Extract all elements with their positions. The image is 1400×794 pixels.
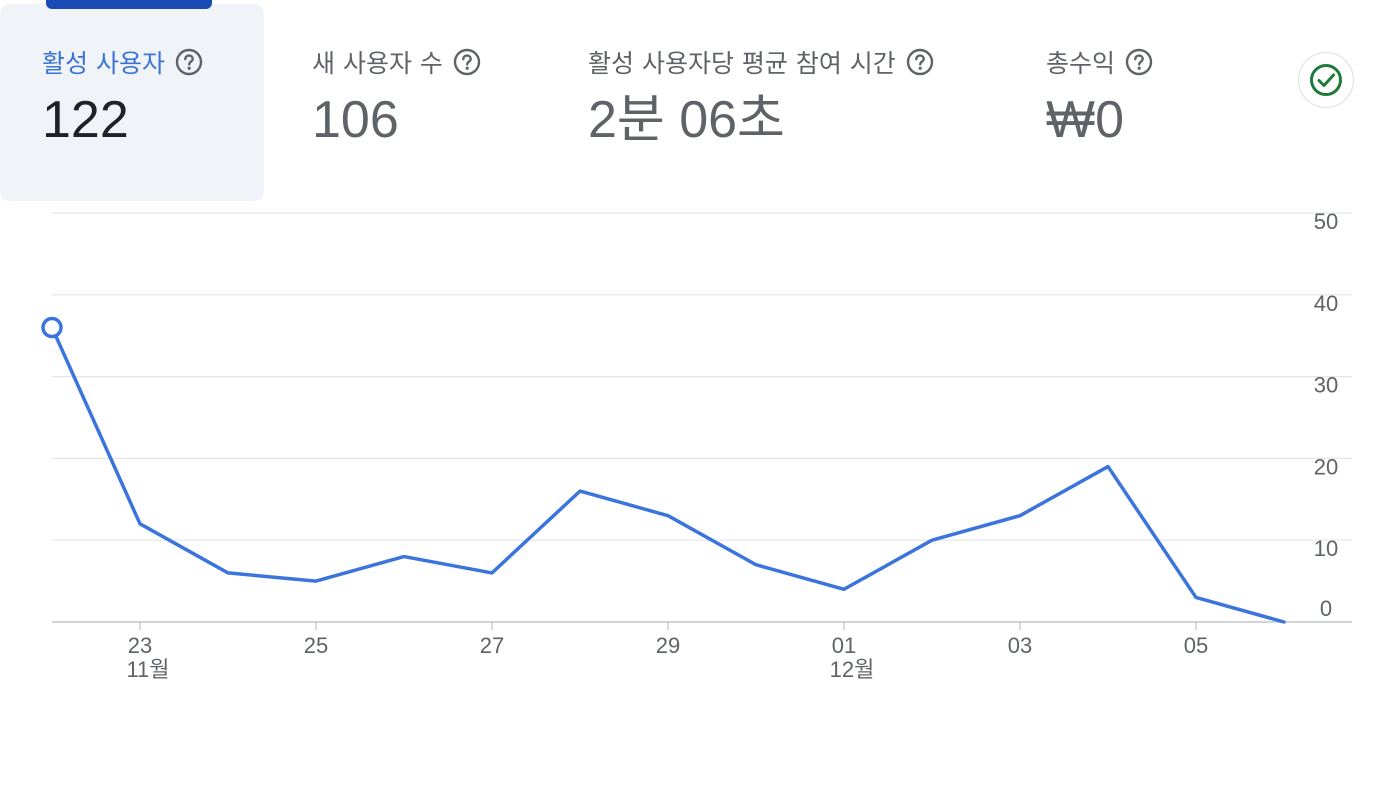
data-point[interactable] [929, 537, 935, 543]
x-tick-label: 03 [1008, 633, 1032, 658]
metric-label: 새 사용자 수 [312, 49, 443, 78]
x-tick-label: 01 [832, 633, 856, 658]
data-point[interactable] [489, 570, 495, 576]
check-circle-icon [1310, 64, 1342, 96]
metric-label: 활성 사용자당 평균 참여 시간 [588, 49, 896, 78]
y-tick-label: 30 [1314, 373, 1338, 398]
data-point[interactable] [137, 521, 143, 527]
data-point[interactable] [225, 570, 231, 576]
data-point[interactable] [1017, 513, 1023, 519]
data-point[interactable] [401, 554, 407, 560]
highlighted-data-point[interactable] [41, 316, 63, 339]
active-tab-indicator [46, 0, 212, 9]
y-tick-label: 20 [1314, 454, 1338, 479]
x-tick-label: 23 [128, 633, 152, 658]
data-point[interactable] [1105, 464, 1111, 470]
data-point[interactable] [1281, 619, 1287, 625]
metric-tab-active-users[interactable]: 활성 사용자 122 [42, 44, 203, 150]
x-tick-label: 29 [656, 633, 680, 658]
data-point[interactable] [665, 513, 671, 519]
active-metric-tab-background [0, 4, 264, 201]
y-tick-label: 0 [1320, 596, 1332, 621]
metric-tab-total-revenue[interactable]: 총수익 ₩0 [1046, 44, 1153, 150]
x-tick-label: 27 [480, 633, 504, 658]
metric-label: 총수익 [1046, 49, 1116, 78]
chart-gridlines [52, 212, 1352, 623]
metric-value: 122 [42, 91, 129, 149]
metric-value: ₩0 [1046, 91, 1124, 149]
data-point[interactable] [313, 578, 319, 584]
data-point[interactable] [1193, 594, 1199, 600]
x-tick-month-label: 11월 [126, 657, 169, 682]
y-tick-label: 10 [1314, 536, 1338, 561]
metric-tab-avg-engagement-time[interactable]: 활성 사용자당 평균 참여 시간 2분 06초 [588, 44, 934, 150]
series-line [50, 325, 1286, 624]
metric-value: 106 [312, 91, 399, 149]
y-tick-label: 40 [1314, 291, 1338, 316]
help-circle-icon[interactable] [1125, 48, 1153, 76]
status-check-button[interactable] [1298, 52, 1354, 108]
help-circle-icon[interactable] [453, 48, 481, 76]
y-tick-label: 50 [1314, 209, 1338, 234]
y-axis-ticks: 0 10 20 30 40 50 [1314, 209, 1338, 621]
metric-tab-new-users[interactable]: 새 사용자 수 106 [312, 44, 481, 150]
x-tick-month-label: 12월 [830, 657, 875, 682]
metric-label: 활성 사용자 [42, 49, 165, 78]
data-point[interactable] [841, 586, 847, 592]
data-point[interactable] [577, 488, 583, 494]
help-circle-icon[interactable] [175, 48, 203, 76]
chart-series [41, 316, 1287, 625]
metric-value: 2분 06초 [588, 91, 785, 149]
x-tick-label: 05 [1184, 633, 1208, 658]
data-point[interactable] [753, 562, 759, 568]
x-tick-label: 25 [304, 633, 328, 658]
help-circle-icon[interactable] [906, 48, 934, 76]
